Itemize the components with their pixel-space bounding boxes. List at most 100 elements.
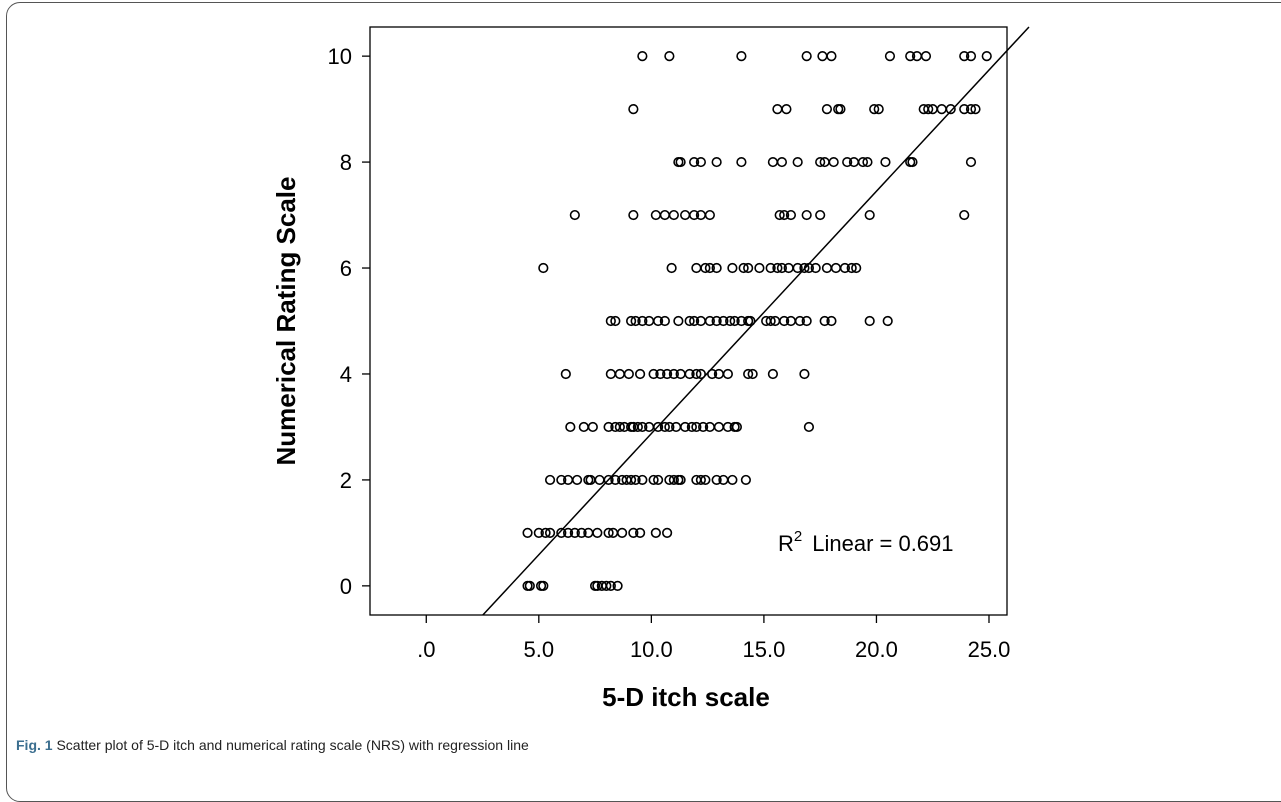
data-point	[815, 209, 826, 221]
data-point	[826, 315, 837, 327]
data-point	[776, 262, 788, 274]
data-point	[695, 156, 706, 168]
data-point	[959, 104, 970, 115]
data-point	[729, 315, 740, 327]
data-point	[801, 315, 812, 327]
x-tick-label: 10.0	[630, 637, 673, 662]
regression-line	[482, 26, 1030, 616]
y-tick-label: 0	[340, 574, 352, 599]
data-point	[743, 368, 754, 380]
data-point	[610, 474, 621, 486]
data-point	[605, 368, 616, 380]
data-point	[905, 51, 916, 62]
data-point	[594, 474, 605, 486]
data-point	[725, 315, 736, 327]
data-point	[650, 209, 661, 221]
data-point	[731, 421, 742, 433]
x-tick-label: .0	[417, 637, 435, 662]
r2-annotation: R2 Linear = 0.691	[778, 528, 954, 556]
data-point	[538, 580, 549, 591]
data-point	[965, 104, 977, 115]
data-point	[799, 368, 810, 380]
data-point	[862, 156, 873, 168]
data-points	[522, 51, 992, 591]
data-point	[774, 209, 785, 221]
data-point	[815, 156, 826, 168]
data-point	[522, 527, 533, 538]
data-point	[630, 315, 641, 327]
data-point	[684, 368, 695, 380]
data-point	[704, 262, 715, 274]
data-point	[655, 368, 666, 380]
data-point	[736, 51, 747, 62]
data-point	[738, 262, 749, 274]
data-point	[828, 156, 839, 168]
data-point	[544, 527, 556, 538]
r2-text: Linear = 0.691	[812, 531, 953, 556]
data-point	[662, 527, 673, 538]
data-point	[691, 262, 702, 274]
data-point	[851, 262, 862, 274]
data-point	[965, 156, 977, 168]
data-point	[637, 315, 648, 327]
x-tick-label: 15.0	[742, 637, 785, 662]
data-point	[698, 421, 709, 433]
data-point	[704, 209, 715, 221]
data-point	[569, 209, 580, 221]
data-point	[664, 51, 675, 62]
data-point	[799, 262, 810, 274]
data-point	[772, 104, 783, 115]
data-point	[704, 315, 715, 327]
data-point	[565, 421, 576, 433]
data-point	[601, 580, 612, 591]
data-point	[839, 262, 851, 274]
data-point	[981, 51, 992, 62]
figure-caption: Fig. 1 Scatter plot of 5-D itch and nume…	[16, 737, 529, 753]
data-point	[635, 368, 646, 380]
data-point	[628, 527, 639, 538]
data-point	[637, 474, 648, 486]
data-point	[772, 262, 783, 274]
data-point	[628, 104, 639, 115]
data-point	[767, 368, 779, 380]
data-point	[869, 104, 880, 115]
data-point	[653, 421, 664, 433]
data-point	[695, 474, 706, 486]
x-tick-label: 5.0	[524, 637, 555, 662]
data-point	[556, 527, 567, 538]
data-point	[648, 474, 659, 486]
y-tick-label: 10	[328, 44, 352, 69]
data-point	[556, 474, 567, 486]
data-point	[936, 104, 947, 115]
y-axis-title: Numerical Rating Scale	[271, 177, 301, 466]
x-tick-label: 20.0	[855, 637, 898, 662]
data-point	[650, 527, 661, 538]
data-point	[830, 262, 842, 274]
y-tick-label: 6	[340, 256, 352, 281]
data-point	[610, 315, 621, 327]
data-point	[923, 104, 934, 115]
data-point	[637, 51, 648, 62]
caption-label: Fig. 1	[16, 737, 53, 753]
data-point	[571, 474, 583, 486]
data-point	[603, 421, 614, 433]
data-point	[569, 527, 580, 538]
data-point	[628, 209, 639, 221]
data-point	[538, 262, 549, 274]
data-point	[747, 368, 758, 380]
data-point	[630, 474, 641, 486]
data-point	[562, 527, 574, 538]
data-point	[637, 421, 648, 433]
data-point	[810, 262, 821, 274]
data-point	[626, 315, 637, 327]
data-point	[675, 156, 686, 168]
x-axis: .0 5.0 10.0 15.0 20.0 25.0	[417, 615, 1010, 662]
data-point	[707, 368, 718, 380]
data-point	[736, 156, 747, 168]
data-point	[605, 580, 616, 591]
data-point	[614, 368, 625, 380]
data-point	[826, 51, 837, 62]
data-point	[857, 156, 869, 168]
data-point	[765, 262, 776, 274]
